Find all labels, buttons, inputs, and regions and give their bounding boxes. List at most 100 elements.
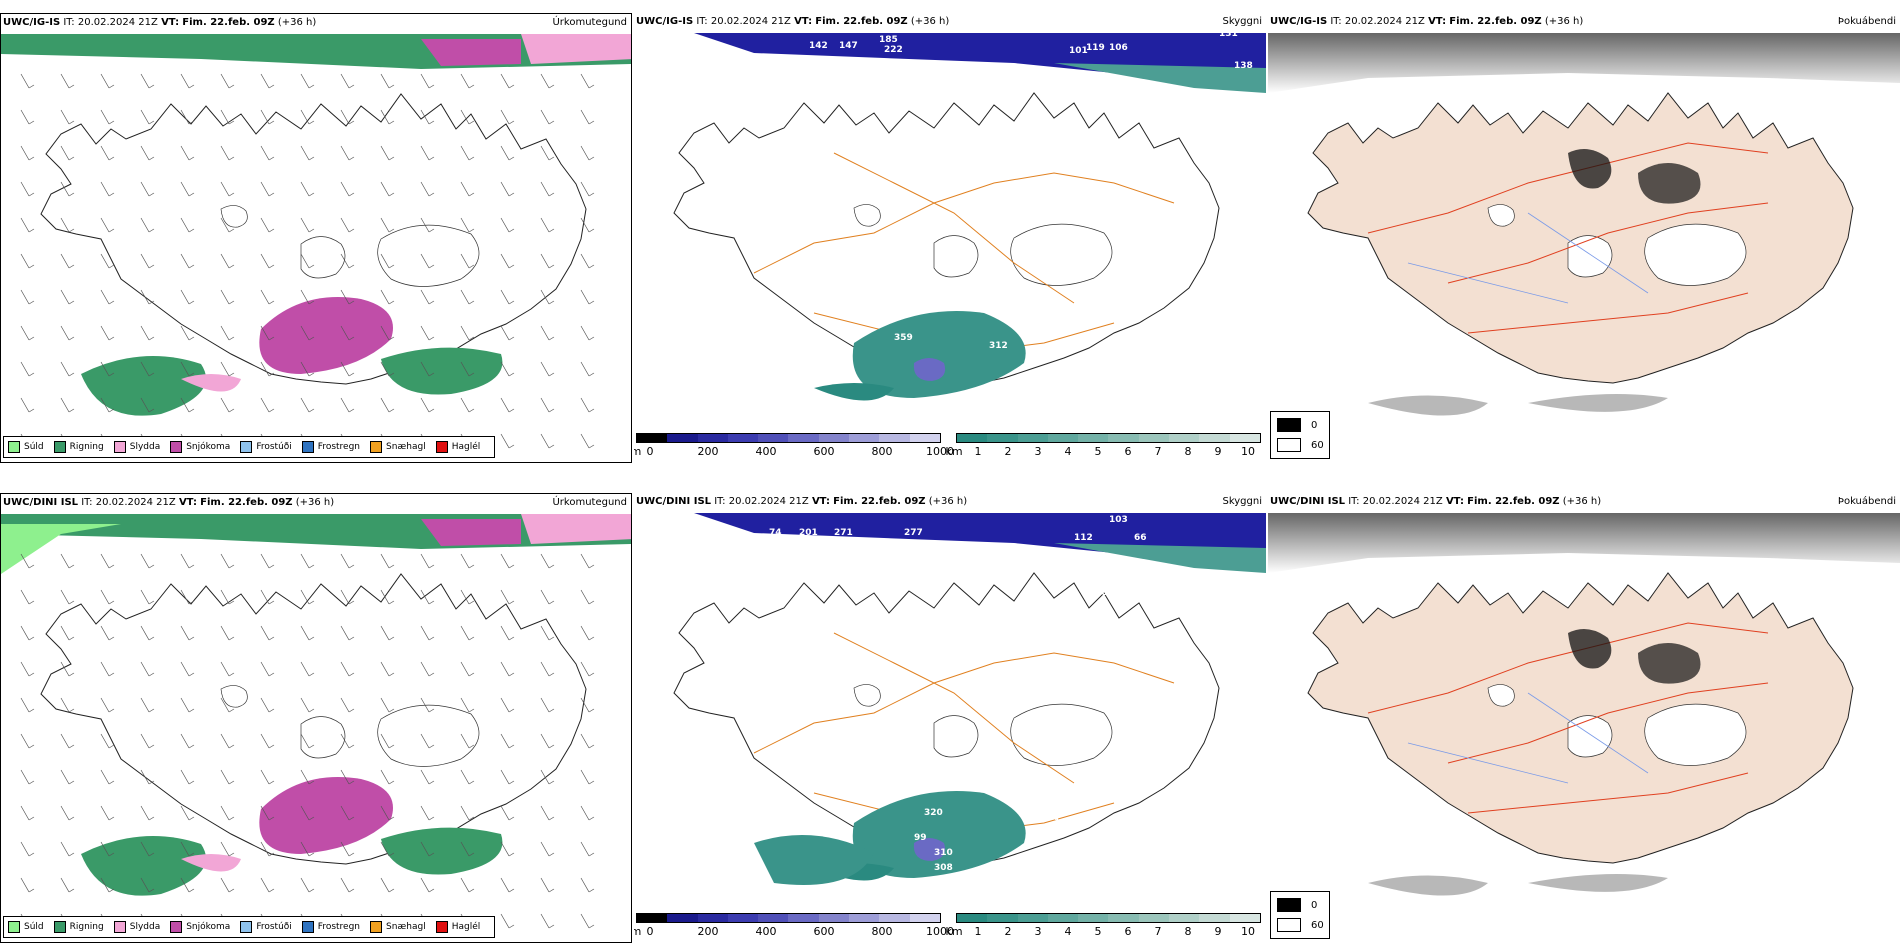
panel-title: Úrkomutegund <box>552 497 627 508</box>
legend-item: Haglél <box>435 921 481 933</box>
colorbar-tick: 3 <box>1034 445 1042 458</box>
legend-item: Rigning <box>53 921 104 933</box>
map-image <box>634 513 1266 943</box>
visibility-label: 108 <box>1089 588 1108 598</box>
visibility-label: 359 <box>894 333 913 343</box>
fog-legend-swatch <box>1277 438 1301 452</box>
visibility-label: 192 <box>1054 818 1073 828</box>
visibility-label: 310 <box>934 848 953 858</box>
colorbar-tick: 7 <box>1154 445 1162 458</box>
panel-header: UWC/DINI ISL IT: 20.02.2024 21Z VT: Fim.… <box>634 496 1266 510</box>
visibility-label: 103 <box>1109 515 1128 525</box>
legend-item: Frostúði <box>240 921 292 933</box>
panel-title: Úrkomutegund <box>552 17 627 28</box>
lead-time: (+36 h) <box>295 497 335 508</box>
colorbar-tick: 1000 <box>926 445 954 458</box>
legend-item: Slydda <box>113 441 160 453</box>
model-name: UWC/IG-IS <box>636 16 694 27</box>
colorbar-tick: 0 <box>646 445 654 458</box>
visibility-km-colorbar: km 1 2 3 4 5 6 7 8 9 10 <box>945 433 1261 459</box>
colorbar-tick: 0 <box>646 925 654 938</box>
visibility-label: 222 <box>884 45 903 55</box>
map-panel-fog: UWC/DINI ISL IT: 20.02.2024 21Z VT: Fim.… <box>1268 493 1900 943</box>
map-image <box>1 514 631 942</box>
map-image <box>1268 513 1900 943</box>
colorbar-tick: 2 <box>1004 925 1012 938</box>
legend-swatch <box>8 441 20 453</box>
visibility-label: 106 <box>1109 43 1128 53</box>
colorbar-tick: 6 <box>1124 445 1132 458</box>
lead-time: (+36 h) <box>1562 496 1602 507</box>
valid-time: Fim. 22.feb. 09Z <box>833 496 926 507</box>
legend-item: Rigning <box>53 441 104 453</box>
visibility-label: 74 <box>769 528 782 538</box>
valid-time: Fim. 22.feb. 09Z <box>1449 16 1542 27</box>
legend-item: Snæhagl <box>370 441 426 453</box>
colorbar-tick: 8 <box>1184 925 1192 938</box>
visibility-label: 679 <box>869 313 888 323</box>
legend-label: Snæhagl <box>386 922 426 932</box>
visibility-label: 142 <box>809 41 828 51</box>
valid-time: Fim. 22.feb. 09Z <box>815 16 908 27</box>
fog-legend-label: 60 <box>1311 919 1324 931</box>
valid-time-label: VT: <box>794 16 813 27</box>
legend-swatch <box>370 921 383 933</box>
legend-label: Slydda <box>129 922 161 932</box>
panel-header: UWC/DINI ISL IT: 20.02.2024 21Z VT: Fim.… <box>1 497 631 511</box>
colorbar-unit: m <box>634 445 642 458</box>
legend-item: Slydda <box>113 921 161 933</box>
colorbar-tick: 9 <box>1214 925 1222 938</box>
visibility-label: 147 <box>839 41 858 51</box>
legend-swatch <box>435 441 448 453</box>
colorbar-tick: 400 <box>755 925 777 938</box>
model-name: UWC/DINI ISL <box>636 496 712 507</box>
colorbar-tick: 2 <box>1004 445 1012 458</box>
visibility-label: 66 <box>802 418 815 428</box>
visibility-label: 101 <box>1069 46 1088 56</box>
map-panel-vis: UWC/DINI ISL IT: 20.02.2024 21Z VT: Fim.… <box>634 493 1266 943</box>
map-panel-vis: UWC/IG-IS IT: 20.02.2024 21Z VT: Fim. 22… <box>634 13 1266 463</box>
colorbar-unit: m <box>634 925 642 938</box>
panel-header: UWC/IG-IS IT: 20.02.2024 21Z VT: Fim. 22… <box>1 17 631 31</box>
lead-time: (+36 h) <box>277 17 317 28</box>
lead-time: (+36 h) <box>910 16 950 27</box>
visibility-km-colorbar: km 1 2 3 4 5 6 7 8 9 10 <box>945 913 1261 939</box>
map-image <box>1 34 631 462</box>
panel-title: Þokuábendi <box>1837 496 1896 507</box>
panel-title: Skyggni <box>1222 16 1262 27</box>
legend-item: Snjókoma <box>170 441 230 453</box>
legend-swatch <box>170 441 183 453</box>
model-name: UWC/DINI ISL <box>3 497 79 508</box>
legend-swatch <box>53 921 66 933</box>
visibility-label: 320 <box>924 808 943 818</box>
colorbar-tick: 3 <box>1034 925 1042 938</box>
colorbar-tick: 800 <box>871 925 893 938</box>
fog-legend-label: 0 <box>1311 899 1318 911</box>
panel-header: UWC/IG-IS IT: 20.02.2024 21Z VT: Fim. 22… <box>1268 16 1900 30</box>
legend-swatch <box>53 441 66 453</box>
colorbar-tick: 1000 <box>926 925 954 938</box>
legend-label: Haglél <box>451 922 481 932</box>
map-panel-precip: UWC/DINI ISL IT: 20.02.2024 21Z VT: Fim.… <box>0 493 632 943</box>
visibility-label: 277 <box>904 528 923 538</box>
legend-label: Súld <box>24 922 44 932</box>
legend-item: Snæhagl <box>370 921 426 933</box>
map-panel-fog: UWC/IG-IS IT: 20.02.2024 21Z VT: Fim. 22… <box>1268 13 1900 463</box>
init-time: 20.02.2024 21Z <box>1344 16 1425 27</box>
legend-swatch <box>113 441 126 453</box>
colorbar-unit: km <box>945 925 963 938</box>
fog-legend-swatch <box>1277 898 1301 912</box>
legend-item: Frostregn <box>301 441 360 453</box>
fog-legend: 0 60 <box>1270 411 1330 459</box>
visibility-label: 99 <box>914 833 927 843</box>
legend-swatch <box>8 921 20 933</box>
map-image <box>634 33 1266 463</box>
legend-swatch <box>240 441 253 453</box>
colorbar-tick: 600 <box>813 445 835 458</box>
visibility-label: 271 <box>834 528 853 538</box>
visibility-label: 112 <box>1074 533 1093 543</box>
model-name: UWC/IG-IS <box>1270 16 1328 27</box>
init-time-label: IT: <box>1348 496 1360 507</box>
visibility-label: 201 <box>799 528 818 538</box>
colorbar-tick: 5 <box>1094 925 1102 938</box>
